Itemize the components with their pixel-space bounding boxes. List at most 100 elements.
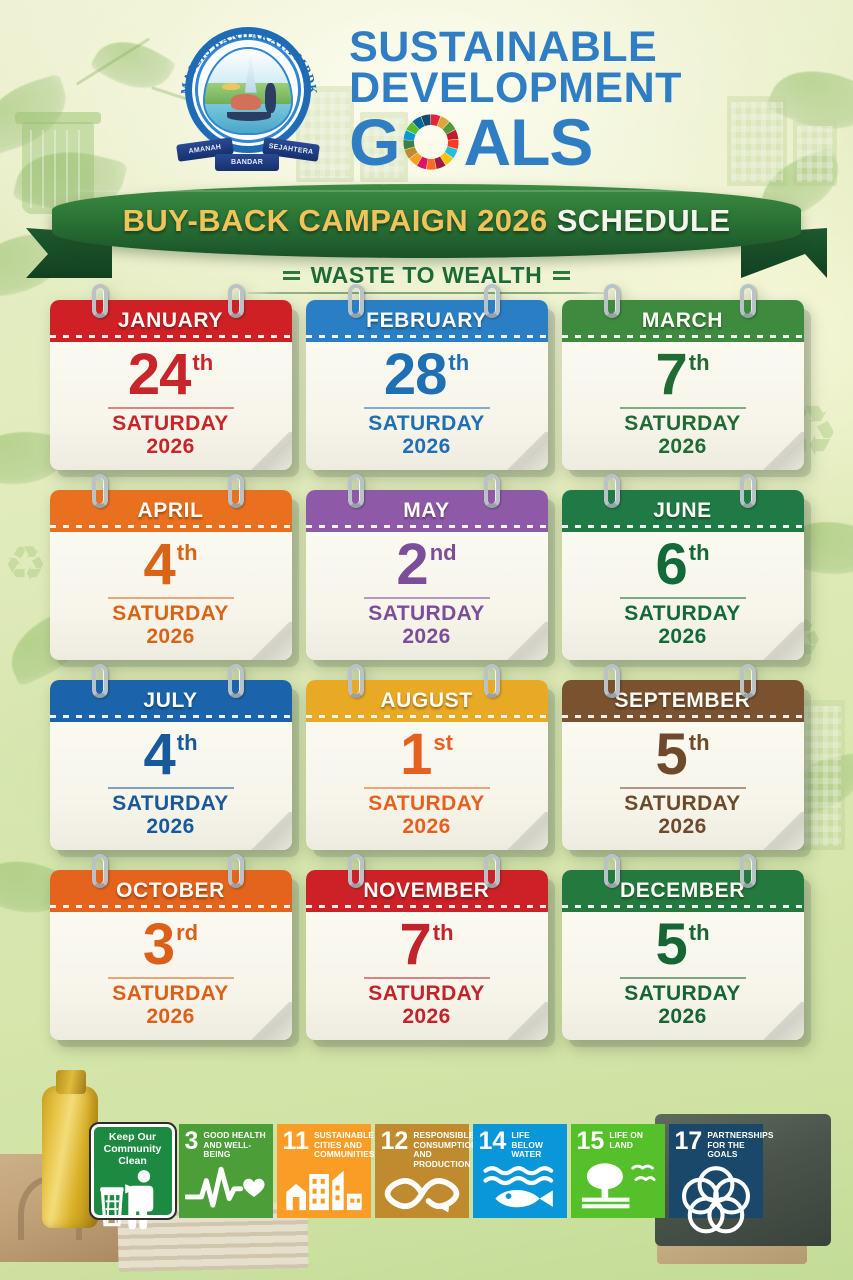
keep-clean-line1: Keep Our <box>108 1131 157 1143</box>
tree-birds-icon <box>577 1152 659 1218</box>
calendar-ring-icon <box>347 664 364 698</box>
sdg-badge-14: 14 LIFE BELOW WATER <box>472 1124 567 1218</box>
calendar-year-label: 2026 <box>146 435 195 459</box>
infinity-icon <box>381 1169 463 1222</box>
title-ribbon: BUY-BACK CAMPAIGN 2026 SCHEDULE WASTE TO… <box>0 174 853 294</box>
calendar-year-label: 2026 <box>402 435 451 459</box>
calendar-day-number: 7 <box>399 912 431 977</box>
calendar-rings <box>50 664 292 698</box>
calendar-weekday-label: SATURDAY <box>112 982 229 1005</box>
calendar-page-curl <box>505 432 548 470</box>
calendar-ring-icon <box>603 284 620 318</box>
calendar-day-ordinal: th <box>448 350 470 375</box>
calendar-header: MARCH <box>561 300 804 342</box>
sdg-goals-als: ALS <box>463 105 593 180</box>
calendar-rings <box>562 284 804 318</box>
sdg-badge-number: 15 <box>576 1127 605 1155</box>
city-buildings-icon <box>283 1160 365 1218</box>
calendar-divider <box>107 977 234 979</box>
sdg-goals-wordmark: G <box>349 109 682 175</box>
calendar-day-number: 4 <box>143 532 175 597</box>
calendar-page-curl <box>761 622 804 660</box>
calendar-header: OCTOBER <box>49 870 292 912</box>
calendar-weekday-label: SATURDAY <box>112 792 229 815</box>
calendar-month-label: JULY <box>143 689 198 712</box>
calendar-day-ordinal: th <box>176 540 198 565</box>
calendar-page-curl <box>505 1002 548 1040</box>
calendar-ring-icon <box>227 284 244 318</box>
calendar-ring-icon <box>347 284 364 318</box>
calendar-day-number: 28 <box>383 342 448 407</box>
sdg-badge-title: LIFE ON LAND <box>609 1130 644 1150</box>
calendar-day-number: 7 <box>655 342 687 407</box>
calendar-ring-icon <box>227 474 244 508</box>
calendar-divider <box>107 787 234 789</box>
sdg-badge-strip: Keep Our Community Clean 3 GOOD HEALTH AND W… <box>0 1122 853 1234</box>
sdg-badge-top: 17 PARTNERSHIPS FOR THE GOALS <box>675 1128 774 1160</box>
calendar-month-label: AUGUST <box>380 689 473 712</box>
calendar-page-curl <box>761 1002 804 1040</box>
calendar-page-curl <box>249 622 292 660</box>
calendar-page-curl <box>249 812 292 850</box>
calendar-header: AUGUST <box>305 680 548 722</box>
calendar-divider <box>619 597 746 599</box>
calendar-rings <box>562 474 804 508</box>
calendar-weekday-label: SATURDAY <box>624 792 741 815</box>
calendar-ring-icon <box>483 284 500 318</box>
ribbon-title: BUY-BACK CAMPAIGN 2026 SCHEDULE <box>123 203 731 239</box>
calendar-month-label: OCTOBER <box>116 879 225 902</box>
calendar-ring-icon <box>91 664 108 698</box>
calendar-day-number: 6 <box>655 532 687 597</box>
calendar-year-label: 2026 <box>402 1005 451 1029</box>
calendar-ring-icon <box>739 664 756 698</box>
calendar-day-number: 2 <box>396 532 428 597</box>
calendar-weekday-label: SATURDAY <box>624 982 741 1005</box>
calendar-rings <box>306 854 548 888</box>
sdg-badge-title: RESPONSIBLE CONSUMPTION AND PRODUCTION <box>413 1130 478 1169</box>
calendar-rings <box>306 474 548 508</box>
calendar-rings <box>562 664 804 698</box>
calendar-page-curl <box>505 622 548 660</box>
calendar-page-curl <box>505 812 548 850</box>
calendar-weekday-label: SATURDAY <box>112 602 229 625</box>
calendar-page-curl <box>761 812 804 850</box>
calendar-header: NOVEMBER <box>305 870 548 912</box>
ribbon-title-schedule: SCHEDULE <box>556 203 731 238</box>
calendar-rings <box>306 284 548 318</box>
sdg-badge-12: 12 RESPONSIBLE CONSUMPTION AND PRODUCTION <box>374 1124 478 1218</box>
calendar-day-number: 24 <box>127 342 192 407</box>
emblem-arc-label: MAJLIS BANDARAYA MBDK <box>178 28 320 96</box>
sdg-badge-title: GOOD HEALTH AND WELL-BEING <box>203 1130 266 1160</box>
calendar-month-label: JANUARY <box>118 309 223 332</box>
calendar-ring-icon <box>227 854 244 888</box>
sdg-line-sustainable: SUSTAINABLE <box>349 22 658 71</box>
calendar-weekday-label: SATURDAY <box>368 792 485 815</box>
calendar-ring-icon <box>483 854 500 888</box>
calendar-ring-icon <box>739 284 756 318</box>
calendar-month-label: FEBRUARY <box>366 309 487 332</box>
sdg-badge-top: 12 RESPONSIBLE CONSUMPTION AND PRODUCTION <box>381 1128 478 1169</box>
calendar-divider <box>363 977 490 979</box>
subtitle-waste-to-wealth: WASTE TO WEALTH <box>310 262 543 288</box>
sdg-color-wheel-icon <box>403 114 460 170</box>
calendar-weekday-label: SATURDAY <box>624 602 741 625</box>
calendar-weekday-label: SATURDAY <box>368 412 485 435</box>
